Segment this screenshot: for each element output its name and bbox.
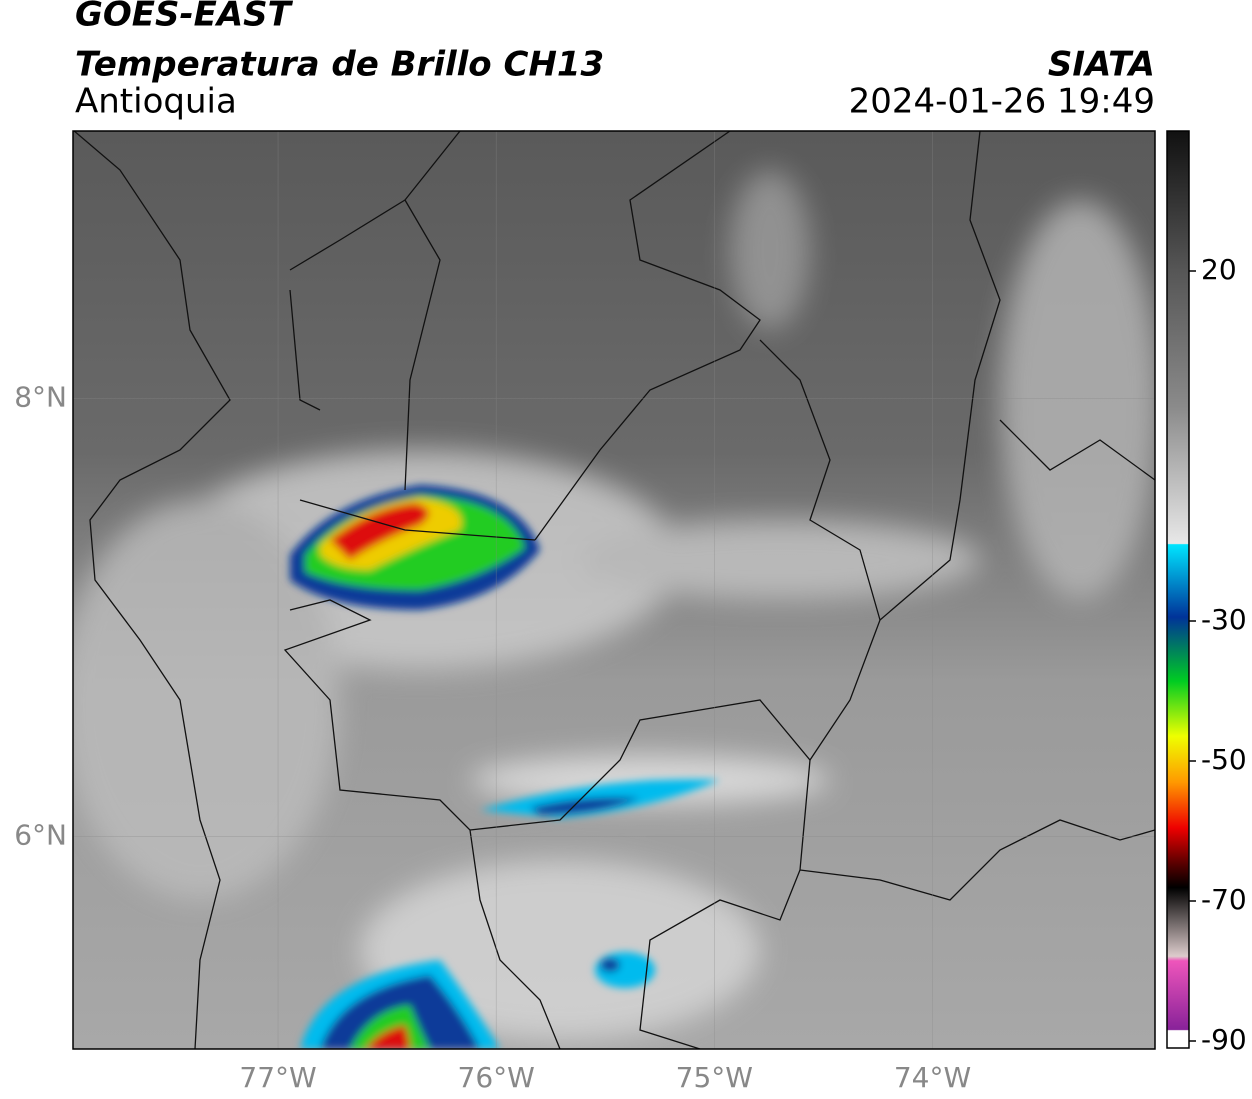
region: Antioquia [75, 82, 237, 122]
title: GOES-EAST [75, 0, 294, 35]
source: SIATA [1048, 45, 1155, 85]
colorbar [1166, 130, 1190, 1049]
graticule [73, 131, 1155, 1049]
colorbar-tick-label: -50 [1201, 743, 1247, 776]
colorbar-tick-label: -70 [1201, 883, 1247, 916]
y-tick-label: 8°N [14, 380, 67, 413]
map-frame [72, 130, 1156, 1050]
x-tick-label: 76°W [458, 1061, 535, 1094]
subtitle: Temperatura de Brillo CH13 [75, 45, 604, 85]
colorbar-tick-label: -30 [1201, 603, 1247, 636]
map-image [73, 131, 1155, 1049]
x-tick-label: 75°W [676, 1061, 753, 1094]
colorbar-tick-label: -90 [1201, 1023, 1247, 1056]
x-tick-label: 77°W [239, 1061, 316, 1094]
datetime: 2024-01-26 19:49 [849, 82, 1155, 122]
x-tick-label: 74°W [894, 1061, 971, 1094]
colorbar-tick-label: 20 [1201, 253, 1237, 286]
y-tick-label: 6°N [14, 818, 67, 851]
